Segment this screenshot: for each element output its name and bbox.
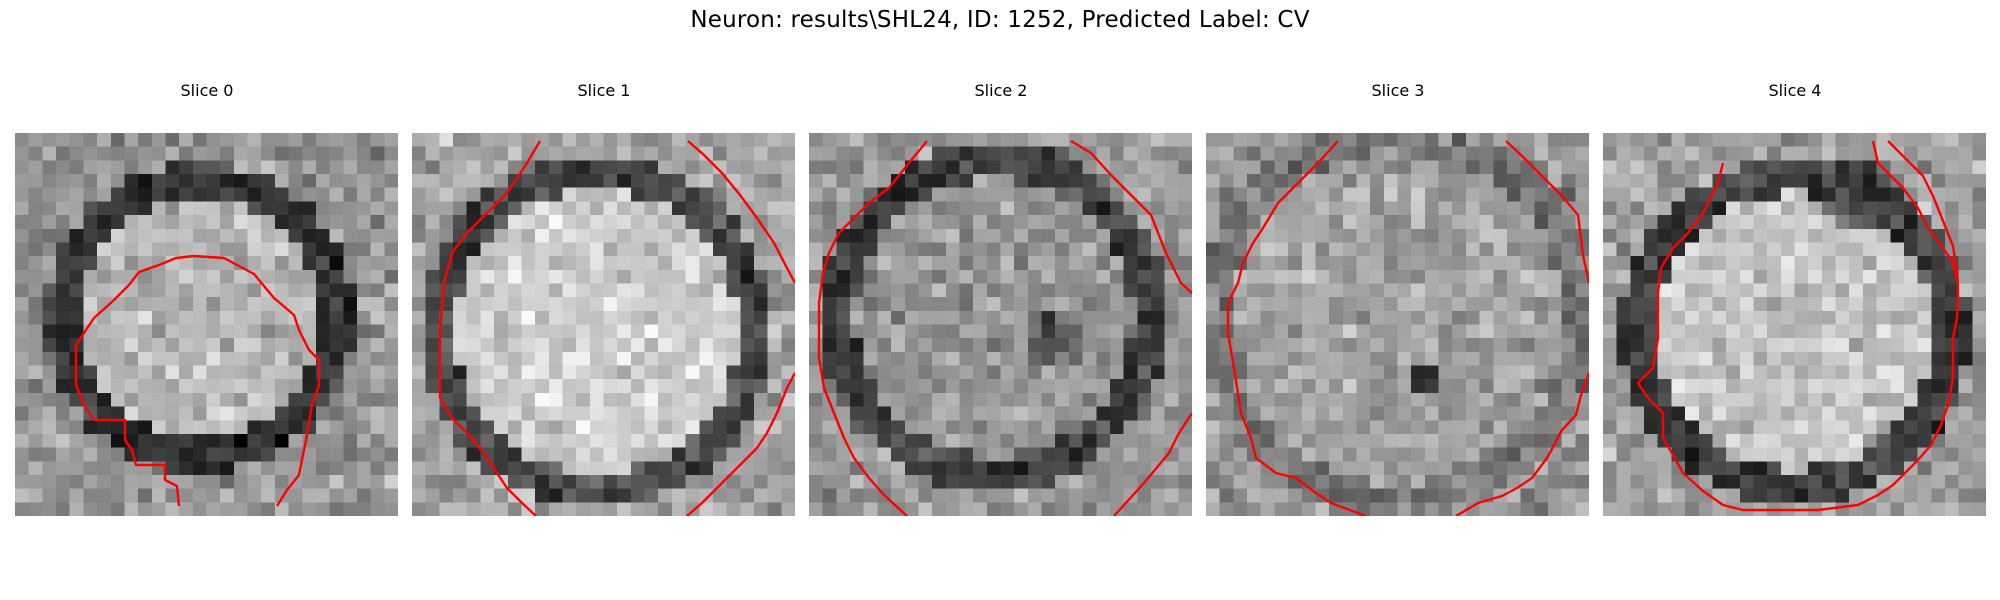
slice-title: Slice 3 xyxy=(1371,81,1425,100)
slice-image xyxy=(1603,133,1986,516)
slice-title: Slice 0 xyxy=(180,81,234,100)
contour-overlay xyxy=(74,254,321,507)
grayscale-image xyxy=(412,133,795,516)
contour-line xyxy=(1636,162,1725,438)
contour-overlay xyxy=(1636,140,1960,512)
slice-image xyxy=(15,133,398,516)
slice-image xyxy=(809,133,1192,516)
contour-line xyxy=(817,140,928,516)
grayscale-image xyxy=(15,133,398,516)
contour-line xyxy=(74,254,321,507)
grayscale-image xyxy=(1206,133,1589,516)
contour-overlay xyxy=(817,139,1192,516)
contour-line xyxy=(1661,140,1960,512)
slice-image xyxy=(1206,133,1589,516)
contour-line xyxy=(687,140,795,284)
contour-line xyxy=(438,140,542,516)
contour-overlay xyxy=(438,140,795,516)
slice-title: Slice 2 xyxy=(974,81,1028,100)
contour-line xyxy=(1455,372,1589,516)
figure-title: Neuron: results\SHL24, ID: 1252, Predict… xyxy=(690,7,1310,33)
contour-line xyxy=(1070,139,1192,294)
contour-line xyxy=(1226,140,1367,516)
slice-title: Slice 1 xyxy=(577,81,631,100)
contour-line xyxy=(1505,140,1589,284)
slice-image xyxy=(412,133,795,516)
contour-line xyxy=(686,372,795,516)
contour-overlay xyxy=(1226,140,1589,516)
contour-line xyxy=(1887,140,1960,282)
contour-line xyxy=(1113,412,1192,516)
slice-title: Slice 4 xyxy=(1768,81,1822,100)
grayscale-image xyxy=(1603,133,1986,516)
grayscale-image xyxy=(809,133,1192,516)
